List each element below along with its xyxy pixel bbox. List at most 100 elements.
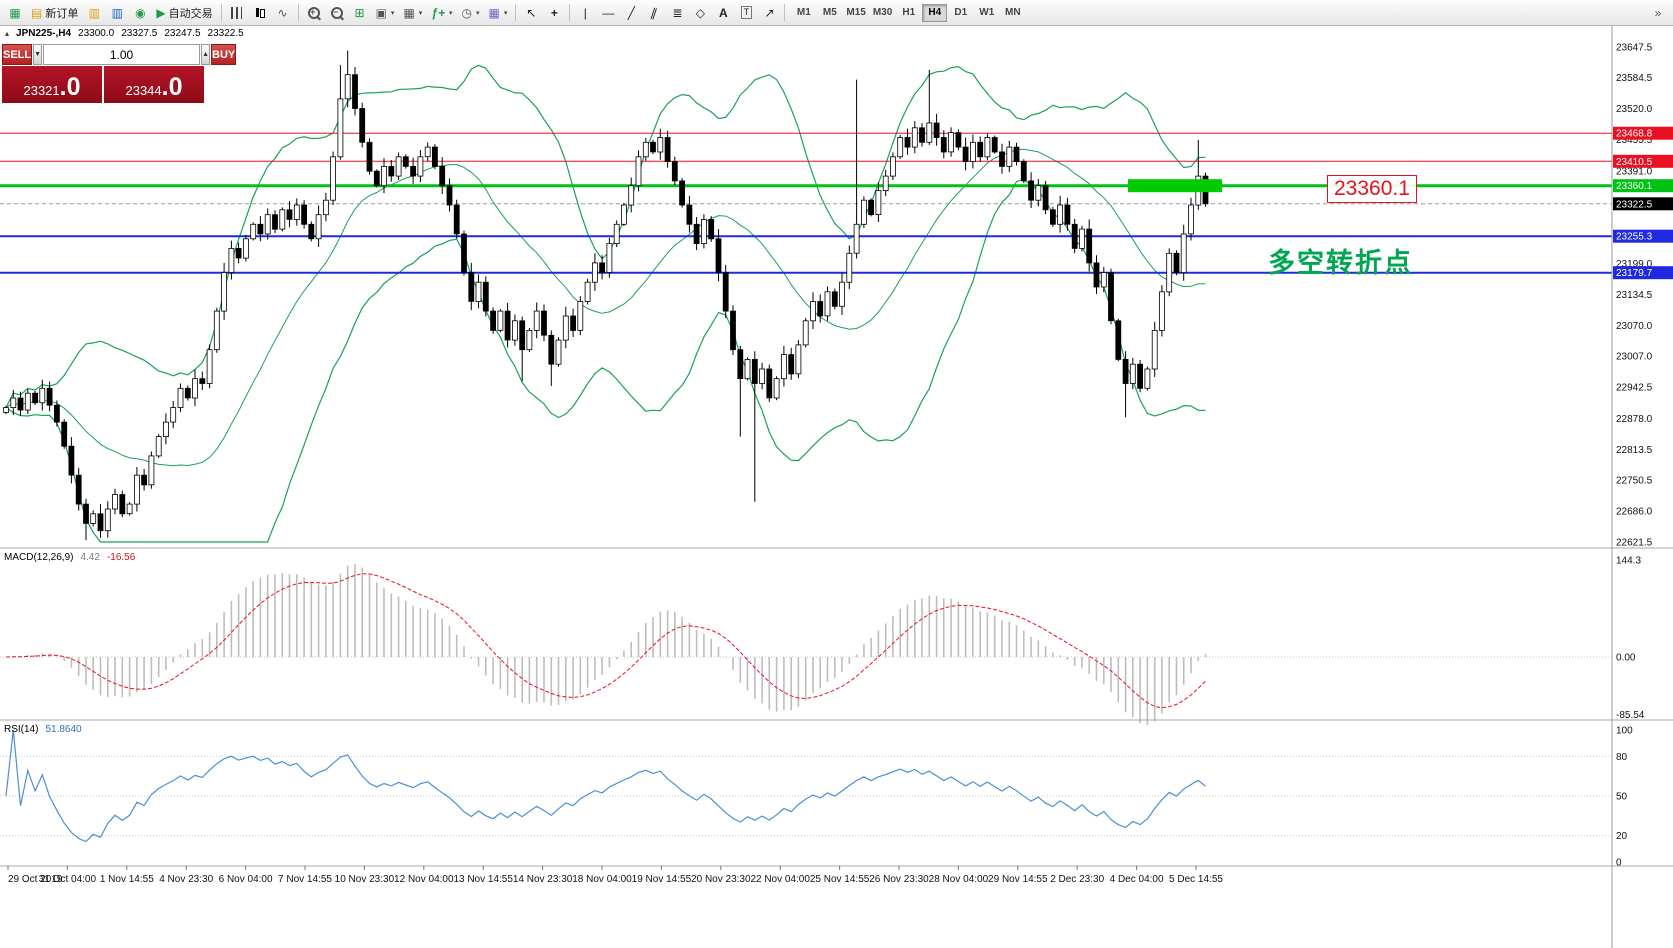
bear-candle	[722, 272, 729, 312]
sell-price-pips: .0	[59, 73, 81, 101]
dropdown-caret-icon: ▾	[448, 9, 453, 17]
timeframe-h1-button[interactable]: H1	[896, 4, 921, 22]
bull-candle	[875, 190, 882, 216]
candlestick-chart-button[interactable]	[249, 2, 271, 23]
time-axis-label: 4 Dec 04:00	[1110, 874, 1164, 885]
bull-candle	[162, 421, 169, 438]
market-watch-button[interactable]: ▥	[83, 2, 105, 23]
navigator-button[interactable]: ◉	[129, 2, 151, 23]
bear-candle	[308, 223, 315, 240]
bull-candle	[1035, 185, 1042, 201]
toolbar-separator	[297, 4, 299, 21]
bull-candle	[1129, 363, 1136, 384]
one-click-panel-toggle-icon[interactable]: ▴	[5, 29, 10, 38]
chart-canvas[interactable]: 23647.5 23584.5 23520.0 23455.5 23391.0 23199…	[0, 26, 1673, 948]
bull-candle	[882, 175, 889, 192]
shapes-button[interactable]: ◇	[689, 2, 711, 23]
bear-candle	[431, 146, 438, 167]
price-callout-label[interactable]: 23360.1	[1327, 175, 1417, 203]
bar-chart-button[interactable]	[226, 2, 248, 23]
periods-button[interactable]: ◷ ▾	[458, 2, 484, 23]
bear-candle	[286, 209, 293, 220]
bull-candle	[395, 156, 402, 177]
arrows-icon: ↗	[764, 5, 775, 20]
rsi-axis-label: 50	[1616, 792, 1628, 803]
buy-price-display[interactable]: 23344.0	[104, 66, 204, 103]
data-window-button[interactable]: ▥	[106, 2, 128, 23]
lot-decrease-button[interactable]: ▼	[33, 44, 43, 65]
bollinger-bands	[5, 64, 1206, 543]
text-icon: A	[719, 5, 728, 20]
bear-candle	[235, 247, 242, 259]
bear-candle	[693, 223, 700, 245]
price-axis[interactable]: 23647.5 23584.5 23520.0 23455.5 23391.0 23199…	[1616, 43, 1653, 869]
tile-windows-button[interactable]: ⊞	[349, 2, 371, 23]
cascade-windows-button[interactable]: ▣ ▾	[372, 2, 399, 23]
timeframe-m5-button[interactable]: M5	[817, 4, 842, 22]
bear-candle	[1042, 185, 1049, 211]
timeframe-toolbar: M1 M5 M15 M30 H1 H4 D1 W1 MN	[791, 3, 1025, 22]
cursor-button[interactable]: ↖	[520, 2, 542, 23]
spinner-down-icon: ▼	[34, 51, 42, 58]
cascade-windows-icon: ▣	[375, 5, 387, 20]
indicators-button[interactable]: ƒ+ ▾	[427, 2, 456, 23]
timeframe-m1-button[interactable]: M1	[791, 4, 816, 22]
bull-candle	[279, 209, 286, 230]
clock-icon: ◷	[461, 5, 472, 20]
time-axis-label: 19 Nov 14:55	[632, 874, 692, 885]
timeframe-mn-button[interactable]: MN	[1000, 4, 1025, 22]
bull-candle	[90, 513, 97, 524]
arrows-button[interactable]: ↗	[758, 2, 780, 23]
highlight-rectangle[interactable]	[1128, 179, 1222, 193]
timeframe-h4-button[interactable]: H4	[922, 3, 948, 22]
sell-price-display[interactable]: 23321.0	[2, 66, 102, 103]
text-button[interactable]: A	[712, 2, 734, 23]
bull-candle	[802, 320, 809, 346]
bear-candle	[83, 503, 89, 524]
price-badges: 23468.8 23410.5 23360.1 23255.3 23179.7 23322…	[1613, 126, 1673, 280]
rsi-axis-label: 80	[1616, 752, 1628, 763]
toolbar-more-button[interactable]: »	[1647, 2, 1669, 23]
indicators-icon: ƒ+	[431, 5, 445, 20]
templates-button[interactable]: ▦ ▾	[485, 2, 512, 23]
crosshair-button[interactable]: +	[543, 2, 565, 23]
sell-button[interactable]: SELL	[2, 44, 33, 65]
bull-candle	[170, 407, 177, 423]
line-chart-button[interactable]: ∿	[272, 2, 294, 23]
timeframe-w1-button[interactable]: W1	[974, 4, 999, 22]
price-axis-label: 22621.5	[1616, 538, 1653, 549]
bull-candle	[613, 223, 620, 245]
time-axis-label: 18 Nov 04:00	[572, 874, 632, 885]
bear-candle	[68, 445, 75, 476]
bear-candle	[788, 354, 795, 375]
timeframe-m15-button[interactable]: M15	[843, 4, 868, 22]
price-axis-label: 22686.0	[1616, 506, 1653, 517]
vertical-line-button[interactable]: |	[574, 2, 596, 23]
turning-point-label[interactable]: 多空转折点	[1268, 248, 1413, 278]
horizontal-line-button[interactable]: —	[597, 2, 619, 23]
trendline-button[interactable]: ╱	[620, 2, 642, 23]
auto-trading-button[interactable]: ▶ 自动交易	[152, 2, 216, 23]
zoom-out-button[interactable]: −	[326, 2, 348, 23]
spinner-up-icon: ▲	[202, 51, 209, 58]
new-chart-button[interactable]: ▦	[4, 2, 26, 23]
arrange-windows-button[interactable]: ▦ ▾	[399, 2, 426, 23]
fibonacci-button[interactable]: ≣	[666, 2, 688, 23]
zoom-in-button[interactable]: +	[303, 2, 325, 23]
timeframe-d1-button[interactable]: D1	[948, 4, 973, 22]
buy-button[interactable]: BUY	[211, 44, 237, 65]
chart-background[interactable]	[0, 26, 1673, 948]
bear-candle	[919, 127, 925, 143]
channel-button[interactable]: ∥	[643, 2, 665, 23]
ohlc-close: 23322.5	[207, 28, 244, 39]
new-order-button[interactable]: ▤ 新订单	[27, 2, 82, 23]
time-axis-label: 7 Nov 14:55	[278, 874, 332, 885]
bull-candle	[795, 344, 802, 375]
bear-candle	[490, 310, 497, 331]
lot-increase-button[interactable]: ▲	[201, 44, 210, 65]
timeframe-m30-button[interactable]: M30	[870, 4, 895, 22]
lot-size-input[interactable]	[43, 44, 201, 65]
text-label-button[interactable]: T	[735, 2, 757, 23]
buy-price-pips: .0	[161, 73, 183, 101]
